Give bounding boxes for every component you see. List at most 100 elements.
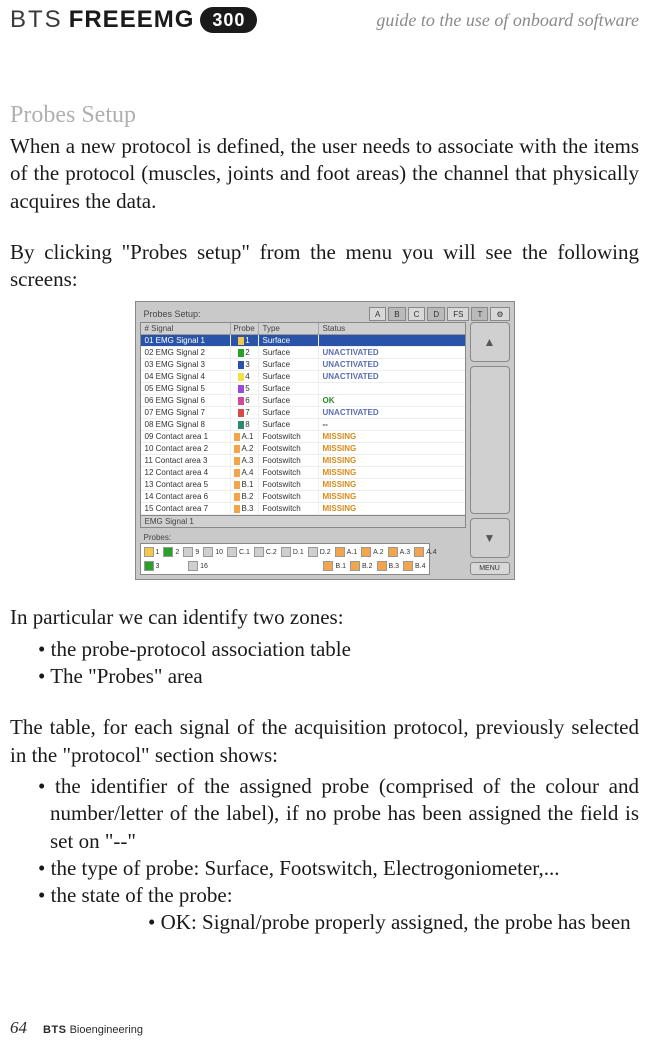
page-number: 64: [10, 1018, 27, 1038]
table-row[interactable]: 11 Contact area 3A.3FootswitchMISSING: [141, 455, 465, 467]
cell-status: MISSING: [319, 431, 465, 442]
table-row[interactable]: 09 Contact area 1A.1FootswitchMISSING: [141, 431, 465, 443]
legend-cell: C.1: [227, 547, 250, 557]
footer-brand-rest: Bioengineering: [70, 1024, 143, 1036]
nested-bullet-ok: • OK: Signal/probe properly assigned, th…: [10, 909, 639, 936]
table-row[interactable]: 13 Contact area 5B.1FootswitchMISSING: [141, 479, 465, 491]
legend-cell: B.2: [350, 561, 373, 571]
tab-b[interactable]: B: [388, 307, 405, 321]
table-row[interactable]: 05 EMG Signal 55Surface: [141, 383, 465, 395]
table-row[interactable]: 07 EMG Signal 77SurfaceUNACTIVATED: [141, 407, 465, 419]
side-controls: ▲ ▼ MENU: [470, 322, 510, 575]
intro-paragraph-1: When a new protocol is defined, the user…: [10, 133, 639, 215]
cell-probe: B.2: [231, 491, 259, 502]
cell-status: MISSING: [319, 455, 465, 466]
legend-cell: [234, 561, 252, 571]
page-header: BTS FREEEMG 300 guide to the use of onbo…: [10, 0, 639, 40]
cell-type: Footswitch: [259, 455, 319, 466]
legend-cell: A.2: [361, 547, 384, 557]
cell-probe: 5: [231, 383, 259, 394]
tab-d[interactable]: D: [427, 307, 445, 321]
legend-cell: A.3: [388, 547, 411, 557]
legend-cell: [279, 561, 297, 571]
tab-extra-icon[interactable]: ⚙: [490, 307, 509, 321]
cell-signal: 08 EMG Signal 8: [141, 419, 231, 430]
legend-cell: 10: [203, 547, 223, 557]
cell-probe: 1: [231, 335, 259, 346]
signal-table: # Signal Probe Type Status 01 EMG Signal…: [140, 322, 466, 516]
probes-area-title: Probes:: [140, 532, 466, 543]
table-row[interactable]: 03 EMG Signal 33SurfaceUNACTIVATED: [141, 359, 465, 371]
table-row[interactable]: 15 Contact area 7B.3FootswitchMISSING: [141, 503, 465, 515]
cell-probe: 3: [231, 359, 259, 370]
cell-status: MISSING: [319, 467, 465, 478]
legend-cell: B.3: [377, 561, 400, 571]
page-footer: 64 BTS Bioengineering: [10, 1018, 143, 1038]
col-probe: Probe: [231, 323, 259, 334]
cell-type: Surface: [259, 371, 319, 382]
legend-cell: A.1: [335, 547, 358, 557]
legend-cell: 1: [144, 547, 160, 557]
table-row[interactable]: 01 EMG Signal 11Surface: [141, 335, 465, 347]
cell-type: Footswitch: [259, 479, 319, 490]
cell-type: Surface: [259, 395, 319, 406]
logo-block: BTS FREEEMG 300: [10, 6, 257, 34]
cell-status: OK: [319, 395, 465, 406]
cell-type: Footswitch: [259, 503, 319, 514]
col-signal: # Signal: [141, 323, 231, 334]
table-row[interactable]: 12 Contact area 4A.4FootswitchMISSING: [141, 467, 465, 479]
cell-status: UNACTIVATED: [319, 347, 465, 358]
cell-status: MISSING: [319, 491, 465, 502]
cell-probe: A.1: [231, 431, 259, 442]
cell-probe: 6: [231, 395, 259, 406]
tab-a[interactable]: A: [369, 307, 386, 321]
cell-status: [319, 383, 465, 394]
legend-cell: B.1: [323, 561, 346, 571]
cell-signal: 15 Contact area 7: [141, 503, 231, 514]
legend-cell: A.4: [414, 547, 437, 557]
scroll-up-button[interactable]: ▲: [470, 322, 510, 362]
footer-brand-bold: BTS: [43, 1024, 67, 1036]
footer-brand: BTS Bioengineering: [43, 1024, 143, 1036]
embedded-screenshot: Probes Setup: A B C D FS T ⚙ # Signal Pr…: [10, 301, 639, 580]
menu-button[interactable]: MENU: [470, 562, 510, 575]
legend-cell: B.4: [403, 561, 426, 571]
cell-type: Footswitch: [259, 431, 319, 442]
col-type: Type: [259, 323, 319, 334]
table-row[interactable]: 06 EMG Signal 66SurfaceOK: [141, 395, 465, 407]
table-row[interactable]: 02 EMG Signal 22SurfaceUNACTIVATED: [141, 347, 465, 359]
table-row[interactable]: 14 Contact area 6B.2FootswitchMISSING: [141, 491, 465, 503]
tab-t[interactable]: T: [471, 307, 488, 321]
table-row[interactable]: 08 EMG Signal 88Surface--: [141, 419, 465, 431]
cell-status: MISSING: [319, 479, 465, 490]
zones-intro: In particular we can identify two zones:: [10, 604, 639, 631]
logo-bts-text: BTS: [10, 6, 63, 34]
zones-bullets: • the probe-protocol association table •…: [10, 636, 639, 691]
cell-signal: 09 Contact area 1: [141, 431, 231, 442]
bullet-probes-area: • The "Probes" area: [10, 663, 639, 690]
scroll-track[interactable]: [470, 366, 510, 514]
cell-type: Surface: [259, 419, 319, 430]
legend-cell: 3: [144, 561, 162, 571]
tab-fs[interactable]: FS: [447, 307, 469, 321]
scroll-down-button[interactable]: ▼: [470, 518, 510, 558]
table-row[interactable]: 04 EMG Signal 44SurfaceUNACTIVATED: [141, 371, 465, 383]
cell-signal: 12 Contact area 4: [141, 467, 231, 478]
cell-signal: 07 EMG Signal 7: [141, 407, 231, 418]
legend-cell: 9: [183, 547, 199, 557]
col-status: Status: [319, 323, 465, 334]
cell-signal: 05 EMG Signal 5: [141, 383, 231, 394]
tab-c[interactable]: C: [408, 307, 426, 321]
nested-bullet-ok-text: OK: Signal/probe properly assigned, the …: [161, 910, 631, 934]
intro-paragraph-2: By clicking "Probes setup" from the menu…: [10, 239, 639, 294]
probes-setup-panel: Probes Setup: A B C D FS T ⚙ # Signal Pr…: [135, 301, 515, 580]
cell-signal: 14 Contact area 6: [141, 491, 231, 502]
legend-cell: 2: [163, 547, 179, 557]
cell-status: UNACTIVATED: [319, 371, 465, 382]
cell-status: MISSING: [319, 443, 465, 454]
legend-cell: [212, 561, 230, 571]
current-signal-label: EMG Signal 1: [140, 516, 466, 528]
cell-status: MISSING: [319, 503, 465, 514]
table-row[interactable]: 10 Contact area 2A.2FootswitchMISSING: [141, 443, 465, 455]
bullet-probe-type-text: the type of probe: Surface, Footswitch, …: [51, 856, 560, 880]
